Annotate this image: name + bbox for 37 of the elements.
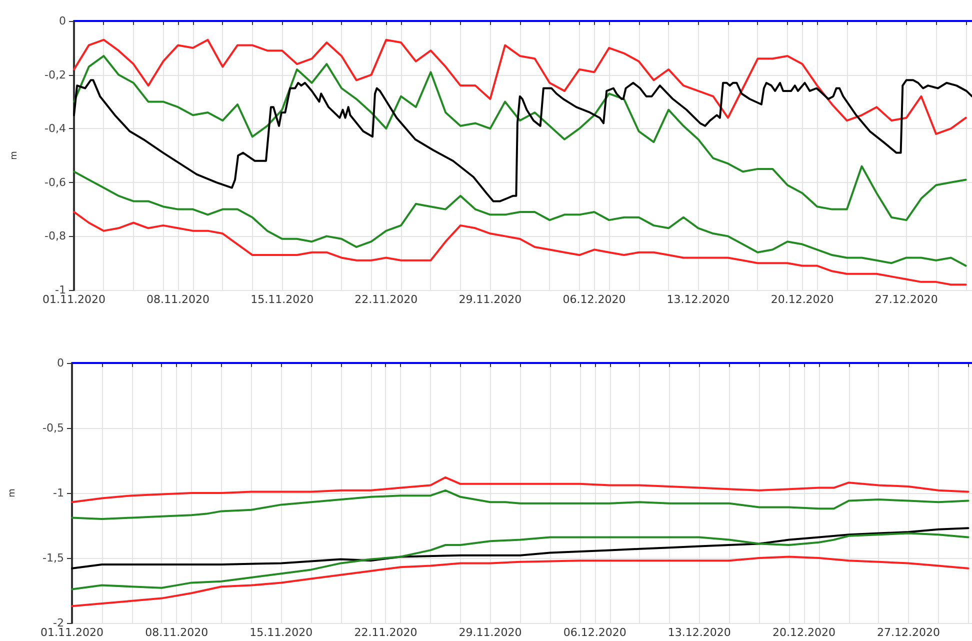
y-tick-label: -0,6 [44, 176, 66, 189]
x-tick-label: 13.12.2020 [668, 626, 731, 639]
x-tick-label: 20.12.2020 [770, 293, 834, 306]
y-tick-label: -1,5 [42, 552, 64, 564]
line-series [71, 489, 970, 520]
y-tick-label: -0,5 [42, 422, 64, 434]
x-tick-label: 13.12.2020 [666, 293, 730, 306]
y-tick-label: -0,8 [44, 230, 66, 243]
y-tick-label: 0 [59, 14, 66, 28]
line-series [71, 556, 970, 608]
line-series [73, 79, 972, 202]
line-series [71, 532, 970, 590]
y-axis-title: m [8, 488, 18, 498]
y-tick-label: 0 [57, 356, 64, 370]
x-tick-label: 06.12.2020 [563, 626, 626, 639]
x-tick-label: 20.12.2020 [772, 626, 836, 639]
x-tick-label: 15.11.2020 [250, 626, 313, 639]
y-tick-label: -0,2 [44, 68, 66, 82]
x-tick-label: 27.12.2020 [877, 626, 940, 639]
x-tick-label: 06.12.2020 [562, 293, 626, 306]
x-tick-label: 27.12.2020 [874, 293, 938, 306]
line-series [73, 170, 967, 267]
x-tick-label: 29.11.2020 [458, 626, 522, 639]
line-series [71, 476, 970, 504]
line-series [73, 54, 967, 222]
y-tick-label: -0,4 [44, 122, 66, 136]
x-tick-label: 29.11.2020 [458, 293, 522, 306]
line-series [73, 210, 967, 286]
line-series [73, 38, 967, 135]
x-tick-label: 22.11.2020 [354, 293, 418, 306]
x-tick-label: 22.11.2020 [354, 626, 418, 639]
x-tick-label: 15.11.2020 [250, 293, 314, 306]
x-tick-label: 08.11.2020 [145, 626, 208, 639]
line-series [71, 527, 970, 570]
x-tick-label: 08.11.2020 [146, 293, 210, 306]
y-axis-title: m [10, 151, 20, 160]
y-tick-label: -1 [53, 486, 64, 500]
